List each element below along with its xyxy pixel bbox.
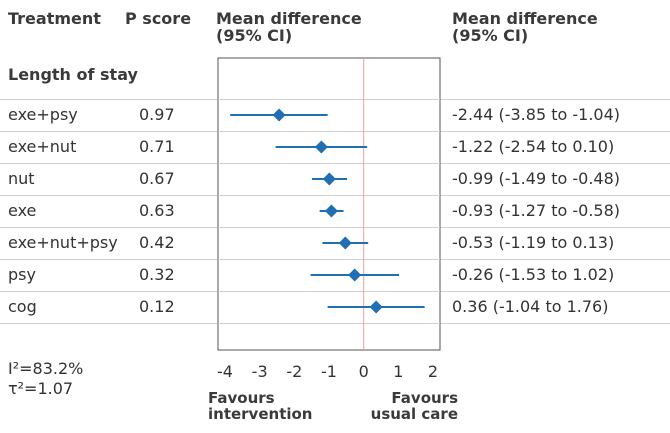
row-pscore: 0.12 — [139, 297, 175, 316]
i-squared-stat: I²=83.2% — [8, 359, 84, 378]
favours-intervention-line2: intervention — [208, 405, 313, 423]
section-label: Length of stay — [8, 65, 138, 84]
point-marker-psy — [348, 268, 362, 282]
row-ci-text: -0.93 (-1.27 to -0.58) — [452, 201, 620, 220]
row-treatment: nut — [8, 169, 35, 188]
x-tick-label: -2 — [286, 362, 303, 381]
header-mean-difference-ci: (95% CI) — [216, 26, 293, 45]
point-marker-exe+psy — [272, 108, 286, 122]
row-treatment: cog — [8, 297, 37, 316]
tau-squared-stat: τ²=1.07 — [8, 379, 74, 398]
favours-intervention-label: Favours intervention — [208, 390, 328, 422]
header-treatment: Treatment — [8, 9, 101, 28]
row-treatment: psy — [8, 265, 36, 284]
point-marker-exe — [324, 204, 338, 218]
row-pscore: 0.67 — [139, 169, 175, 188]
row-pscore: 0.32 — [139, 265, 175, 284]
x-tick-label: 1 — [393, 362, 404, 381]
plot-frame — [217, 57, 441, 351]
favours-intervention-line1: Favours — [208, 389, 275, 407]
header-pscore: P score — [125, 9, 192, 28]
row-ci-text: -2.44 (-3.85 to -1.04) — [452, 105, 620, 124]
header-mean-difference-right-ci: (95% CI) — [452, 26, 529, 45]
point-marker-cog — [369, 300, 383, 314]
header-mean-difference-right: Mean difference — [452, 9, 598, 28]
row-pscore: 0.97 — [139, 105, 175, 124]
row-ci-text: 0.36 (-1.04 to 1.76) — [452, 297, 609, 316]
row-treatment: exe+nut+psy — [8, 233, 118, 252]
x-tick-label: 0 — [358, 362, 369, 381]
row-treatment: exe+psy — [8, 105, 78, 124]
row-ci-text: -0.53 (-1.19 to 0.13) — [452, 233, 615, 252]
row-treatment: exe+nut — [8, 137, 77, 156]
row-ci-text: -1.22 (-2.54 to 0.10) — [452, 137, 615, 156]
x-tick-label: -1 — [321, 362, 337, 381]
row-treatment: exe — [8, 201, 37, 220]
point-marker-exe+nut+psy — [338, 236, 352, 250]
point-marker-nut — [322, 172, 336, 186]
x-tick-label: -3 — [251, 362, 268, 381]
row-ci-text: -0.26 (-1.53 to 1.02) — [452, 265, 615, 284]
row-ci-text: -0.99 (-1.49 to -0.48) — [452, 169, 620, 188]
favours-usual-care-line1: Favours — [391, 389, 458, 407]
header-mean-difference: Mean difference — [216, 9, 362, 28]
row-pscore: 0.63 — [139, 201, 175, 220]
x-tick-label: -4 — [217, 362, 233, 381]
favours-usual-care-line2: usual care — [370, 405, 458, 423]
point-marker-exe+nut — [314, 140, 328, 154]
favours-usual-care-label: Favours usual care — [338, 390, 458, 422]
row-pscore: 0.42 — [139, 233, 175, 252]
row-pscore: 0.71 — [139, 137, 175, 156]
x-tick-label: 2 — [427, 362, 439, 381]
